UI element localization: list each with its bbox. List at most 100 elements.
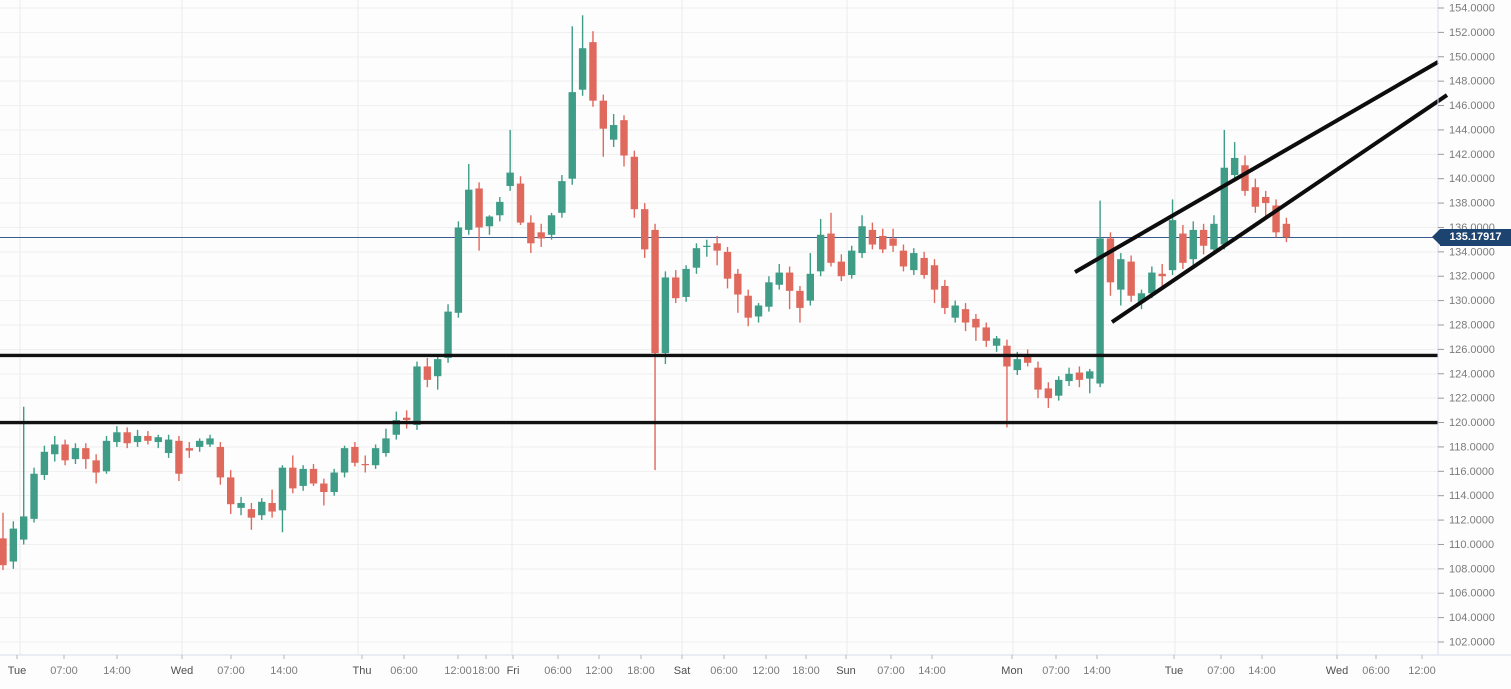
candle-body [806,273,814,301]
candle-body [102,440,111,472]
price-tick-label: 154.0000 [1449,3,1495,15]
candle-body [0,538,7,566]
candle-body [30,473,38,519]
candle-body [1251,187,1260,207]
day-tick-label: Tue [8,665,27,677]
candle-body [123,432,131,444]
time-tick-label: 12:00 [752,665,780,677]
time-tick-label: 06:00 [544,665,572,677]
price-tick-label: 152.0000 [1449,27,1495,39]
price-tick-label: 142.0000 [1449,149,1495,161]
candle-body [402,417,411,421]
candle-body [661,277,670,354]
candle-body [982,327,990,341]
candle-body [61,444,69,461]
candle-body [299,468,307,486]
candle-body [930,265,939,290]
candle-body [765,282,773,307]
price-badge-arrow-icon [1432,228,1440,245]
candle-body [1117,259,1125,290]
candle-body [641,209,649,250]
candle-body [1065,373,1073,382]
candle-body [1241,165,1249,191]
candle-body [703,245,711,247]
candle-body [723,251,732,279]
candle-body [1199,229,1208,246]
time-tick-label: 07:00 [50,665,78,677]
candle-body [558,181,566,213]
candle-body [713,243,721,251]
candle-body [1127,261,1135,296]
candle-body [1034,367,1042,390]
candle-body [465,189,473,230]
time-tick-label: 06:00 [710,665,738,677]
candle-body [92,460,100,473]
time-tick-label: 06:00 [390,665,418,677]
candle-body [82,448,90,460]
day-tick-label: Wed [171,665,193,677]
candle-body [837,261,846,277]
current-price-label: 135.17917 [1432,228,1511,246]
price-tick-label: 116.0000 [1449,466,1494,478]
price-tick-label: 138.0000 [1449,198,1495,210]
candle-body [382,438,390,454]
candle-body [961,309,970,323]
channel-lower-trendline[interactable] [1110,93,1449,324]
candle-body [578,48,587,90]
candle-body [630,156,639,210]
day-tick-label: Sun [836,665,856,677]
candle-body [340,448,349,473]
time-tick-label: 18:00 [472,665,500,677]
channel-upper-trendline[interactable] [1073,60,1440,274]
time-axis[interactable]: Tue 07:00 14:00 Wed 07:00 14:00 Thu 06:00 12:00 1… [8,655,1436,677]
candle-body [351,446,359,463]
candle-body [537,232,545,239]
candle-body [1106,238,1115,283]
price-tick-label: 140.0000 [1449,173,1495,185]
candle-body [516,183,525,223]
candle-body [164,439,173,454]
candle-body [258,501,266,516]
time-tick-label: 18:00 [792,665,820,677]
price-tick-label: 150.0000 [1449,51,1495,63]
candle-body [910,253,918,271]
candle-body [1158,273,1166,277]
candle-body [1272,205,1280,233]
time-tick-label: 07:00 [1042,665,1070,677]
day-tick-label: Mon [1001,665,1022,677]
candle-body [289,467,297,489]
day-tick-label: Thu [353,665,372,677]
candle-body [651,229,659,354]
candle-body [848,250,856,276]
candle-body [392,420,400,435]
candle-body [868,229,877,245]
candle-body [692,248,701,268]
day-tick-label: Fri [507,665,520,677]
candle-body [599,100,607,129]
candle-body [413,366,421,425]
candle-body [309,468,318,484]
day-tick-label: Tue [1165,665,1184,677]
candle-body [1096,238,1104,384]
price-tick-label: 146.0000 [1449,100,1495,112]
time-tick-label: 14:00 [1083,665,1111,677]
candle-body [506,172,514,187]
candle-body [485,216,494,227]
candle-body [1189,229,1197,260]
candle-body [547,215,556,235]
candle-body [1075,372,1084,380]
price-axis[interactable]: 154.0000 152.0000 150.0000 148.0000 146.0000… [1438,3,1495,649]
candle-body [889,238,897,246]
time-tick-label: 12:00 [444,665,472,677]
time-tick-label: 12:00 [585,665,613,677]
candle-body [1086,371,1094,379]
candle-body [1282,223,1291,238]
time-tick-label: 07:00 [217,665,245,677]
candle-body [1262,196,1270,204]
candle-body [775,272,783,285]
candle-body [1210,223,1218,250]
candle-body [71,448,80,460]
